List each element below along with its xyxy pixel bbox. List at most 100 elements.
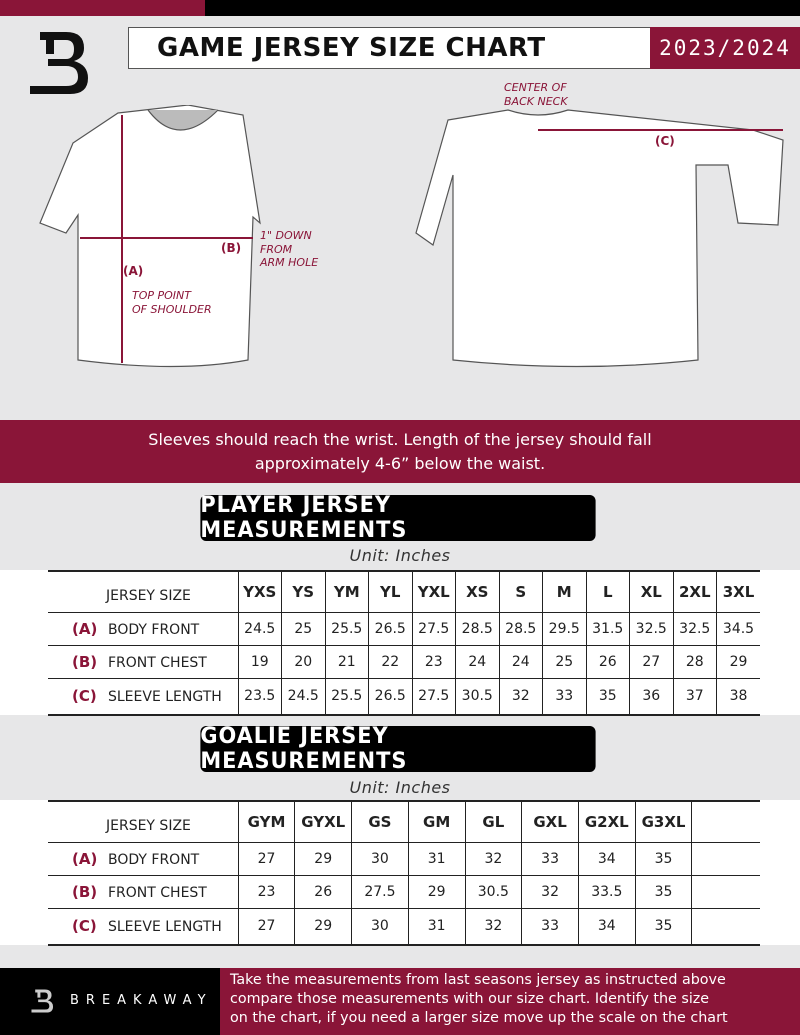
- brand-name: BREAKAWAY: [70, 993, 213, 1008]
- measurement-cell: 20: [281, 644, 326, 679]
- jersey-diagram: [39, 105, 784, 368]
- measurement-cell: 27: [629, 644, 674, 679]
- measurement-cell: 31: [407, 841, 466, 876]
- measurement-cell: 32: [464, 907, 523, 946]
- size-col: [691, 800, 760, 843]
- player-section-title: PLAYER JERSEY MEASUREMENTS: [200, 493, 596, 543]
- top-accent-bar: [0, 0, 205, 16]
- size-header: JERSEY SIZE: [48, 800, 239, 843]
- measurement-cell: 37: [672, 677, 717, 716]
- label-b: (B): [221, 241, 242, 255]
- row-label: SLEEVE LENGTH: [108, 689, 222, 706]
- measurement-cell: 31: [407, 907, 466, 946]
- goalie-section-title: GOALIE JERSEY MEASUREMENTS: [200, 724, 596, 774]
- row-code: (B): [72, 652, 98, 671]
- measurement-cell: 24.5: [237, 611, 282, 646]
- measurement-cell: 24: [455, 644, 500, 679]
- table-row: (B) FRONT CHEST 23 26 27.5 29 30.5 32 33.5 35: [48, 874, 760, 909]
- row-code: (C): [72, 917, 97, 936]
- table-row: (A) BODY FRONT 24.5 25 25.5 26.5 27.5 28.5 28.5 2…: [48, 611, 760, 646]
- measurement-cell: 24: [498, 644, 543, 679]
- measurement-cell: 35: [634, 841, 693, 876]
- size-col: GYM: [237, 800, 296, 843]
- measurement-cell: 30.5: [455, 677, 500, 716]
- top-black-bar: [205, 0, 800, 16]
- measurement-cell: 26: [294, 874, 353, 909]
- size-col: GM: [407, 800, 466, 843]
- label-c-description: CENTER OF BACK NECK: [504, 81, 568, 108]
- measurement-cell: 30.5: [464, 874, 523, 909]
- breakaway-logo: [30, 32, 88, 94]
- size-header: JERSEY SIZE: [48, 570, 239, 613]
- footer-brand-area: [0, 968, 220, 1035]
- measurement-cell: 23.5: [237, 677, 282, 716]
- row-label: BODY FRONT: [108, 621, 200, 638]
- measurement-cell: 26: [585, 644, 630, 679]
- measurement-cell: 25.5: [324, 611, 369, 646]
- measurement-cell: 34: [577, 841, 636, 876]
- measurement-cell: 29: [407, 874, 466, 909]
- row-code: (A): [72, 619, 98, 638]
- measurement-cell: 31.5: [585, 611, 630, 646]
- size-col: S: [498, 570, 543, 613]
- table-header-row: JERSEY SIZE GYM GYXL GS GM GL GXL G2XL G3XL: [48, 800, 760, 843]
- measurement-cell: 32: [464, 841, 523, 876]
- season-badge: 2023/2024: [650, 27, 800, 69]
- measurement-cell: 19: [237, 644, 282, 679]
- size-col: 3XL: [716, 570, 760, 613]
- size-col: 2XL: [672, 570, 717, 613]
- measurement-cell: 29: [294, 907, 353, 946]
- back-jersey-illustration: [415, 109, 784, 368]
- measurement-cell: 29: [294, 841, 353, 876]
- measurement-cell: 27.5: [351, 874, 409, 909]
- measurement-cell: [691, 907, 760, 946]
- measurement-cell: 29: [716, 644, 760, 679]
- measurement-cell: 28.5: [455, 611, 500, 646]
- row-code: (B): [72, 882, 98, 901]
- footer-line: compare those measurements with our size…: [230, 991, 710, 1007]
- front-jersey-illustration: [39, 105, 261, 368]
- measurement-cell: 26.5: [368, 611, 413, 646]
- label-c: (C): [655, 134, 675, 148]
- measurement-cell: 25.5: [324, 677, 369, 716]
- measurement-cell: 33.5: [577, 874, 636, 909]
- size-col: G3XL: [634, 800, 693, 843]
- measurement-cell: 23: [237, 874, 296, 909]
- measurement-cell: 34.5: [716, 611, 760, 646]
- measurement-cell: 32: [498, 677, 543, 716]
- measurement-cell: 28.5: [498, 611, 543, 646]
- size-col: L: [585, 570, 630, 613]
- label-b-description: 1" DOWN FROM ARM HOLE: [260, 229, 319, 269]
- footer-line: Take the measurements from last seasons …: [230, 972, 726, 988]
- row-code: (A): [72, 849, 98, 868]
- measurement-cell: 33: [521, 841, 579, 876]
- instruction-line: Sleeves should reach the wrist. Length o…: [148, 430, 652, 449]
- measurement-cell: 32: [521, 874, 579, 909]
- instruction-banner: Sleeves should reach the wrist. Length o…: [0, 420, 800, 483]
- size-col: GXL: [521, 800, 579, 843]
- measurement-cell: 30: [351, 841, 409, 876]
- measurement-cell: 26.5: [368, 677, 413, 716]
- row-label: BODY FRONT: [108, 851, 200, 868]
- label-a-description: TOP POINT OF SHOULDER: [132, 289, 212, 316]
- measurement-cell: 27: [237, 907, 296, 946]
- size-col: GYXL: [294, 800, 353, 843]
- row-code: (C): [72, 687, 97, 706]
- measurement-cell: 28: [672, 644, 717, 679]
- measurement-cell: 35: [634, 907, 693, 946]
- measurement-cell: [691, 874, 760, 909]
- measurement-cell: 23: [411, 644, 456, 679]
- footer-instructions: Take the measurements from last seasons …: [220, 968, 800, 1035]
- breakaway-logo-small: [31, 989, 54, 1013]
- size-col: M: [542, 570, 587, 613]
- size-col: GL: [464, 800, 523, 843]
- measurement-cell: 33: [542, 677, 587, 716]
- row-label: SLEEVE LENGTH: [108, 919, 222, 936]
- table-row: (B) FRONT CHEST 19 20 21 22 23 24 24 25 26 27 28 29: [48, 644, 760, 679]
- measurement-cell: 34: [577, 907, 636, 946]
- table-header-row: JERSEY SIZE YXS YS YM YL YXL XS S M L XL 2XL 3XL: [48, 570, 760, 613]
- label-a: (A): [123, 264, 144, 278]
- measurement-cell: 33: [521, 907, 579, 946]
- measurement-cell: 27.5: [411, 611, 456, 646]
- goalie-size-table: JERSEY SIZE GYM GYXL GS GM GL GXL G2XL G3XL (A)…: [48, 800, 760, 946]
